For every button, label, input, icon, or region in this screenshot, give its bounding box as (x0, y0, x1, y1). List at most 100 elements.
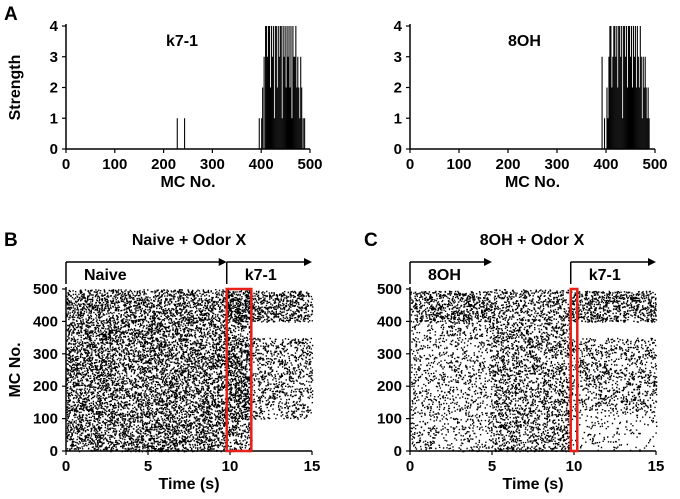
y-tick-label: 4 (394, 18, 403, 35)
bar (299, 118, 301, 149)
bar (608, 56, 610, 149)
bar (272, 26, 274, 149)
chart-raster-naive: 0 5 10 15 0 100 200 300 400 500 Time (s) MC No. Naiv… (7, 232, 320, 493)
bar (293, 56, 295, 149)
bar-annotation: 8OH (508, 33, 541, 50)
bar (636, 26, 638, 149)
y-tick-label: 2 (50, 80, 58, 97)
bar (639, 26, 641, 149)
x-tick-label: 0 (62, 156, 70, 173)
bar (627, 87, 629, 149)
bar (615, 56, 617, 149)
bar (606, 87, 608, 149)
bar (611, 87, 613, 149)
y-tick-label: 0 (394, 141, 402, 158)
x-tick-label: 100 (102, 156, 127, 173)
x-tick-label: 400 (593, 156, 618, 173)
y-tick-label: 0 (50, 443, 58, 460)
y-tick-label: 200 (377, 378, 402, 395)
bar (630, 26, 633, 149)
bar (290, 26, 292, 149)
bar (648, 118, 650, 149)
bar (295, 26, 297, 149)
y-tick-label: 200 (33, 378, 58, 395)
bar (619, 26, 621, 149)
bar (285, 87, 287, 149)
bar (628, 26, 630, 149)
epoch-label: k7-1 (589, 267, 621, 284)
bar (638, 87, 640, 149)
x-axis-label: Time (s) (502, 476, 563, 493)
y-tick-label: 500 (33, 281, 58, 298)
x-axis-label: MC No. (505, 174, 560, 191)
bar (284, 26, 286, 149)
y-tick-label: 100 (377, 411, 402, 428)
bar (261, 118, 263, 149)
bar (262, 87, 264, 149)
bar (643, 87, 645, 149)
bar (278, 56, 280, 149)
bar (624, 26, 626, 149)
highlight-box (225, 287, 253, 453)
bar (176, 118, 178, 149)
y-tick-label: 500 (377, 281, 402, 298)
bar (301, 87, 303, 149)
bar (294, 56, 296, 149)
bar (274, 26, 276, 149)
bar (277, 26, 279, 149)
bar (610, 26, 612, 149)
y-tick-label: 1 (50, 110, 58, 127)
x-tick-label: 300 (200, 156, 225, 173)
bar (268, 26, 271, 149)
bar (297, 56, 299, 149)
bar (622, 118, 624, 149)
epoch-label: 8OH (428, 267, 461, 284)
x-tick-label: 0 (406, 458, 414, 475)
bar (607, 118, 609, 149)
bar (631, 87, 633, 149)
bar (642, 56, 644, 149)
bar (618, 26, 620, 149)
x-axis-label: MC No. (160, 174, 215, 191)
bar (275, 26, 277, 149)
bar (258, 118, 260, 149)
y-tick-label: 100 (33, 411, 58, 428)
bar (646, 118, 648, 149)
bar (302, 118, 304, 149)
epoch-label: Naive (84, 267, 127, 284)
bar (271, 56, 273, 149)
x-tick-label: 0 (406, 156, 414, 173)
panel-letter-c: C (364, 230, 378, 251)
bar (641, 118, 643, 149)
y-tick-label: 3 (50, 49, 58, 66)
bar (289, 87, 291, 149)
epoch-arrow-head (218, 258, 227, 266)
bar (288, 26, 290, 149)
bar (620, 56, 622, 149)
y-tick-label: 4 (50, 18, 59, 35)
bar (279, 26, 281, 149)
y-tick-label: 3 (394, 49, 402, 66)
bar (640, 56, 642, 149)
bar (647, 87, 649, 149)
bar-annotation: k7-1 (166, 33, 198, 50)
y-axis-label: MC No. (7, 342, 24, 397)
y-axis-label: Strength (7, 55, 24, 121)
x-tick-label: 15 (304, 458, 321, 475)
x-tick-label: 500 (642, 156, 667, 173)
chart-title: 8OH + Odor X (480, 232, 585, 249)
highlight-box (569, 287, 579, 453)
chart-title: Naive + Odor X (132, 232, 247, 249)
x-axis-label: Time (s) (158, 476, 219, 493)
bar (644, 56, 646, 149)
panel-letter-a: A (4, 4, 18, 25)
bar (304, 118, 306, 149)
y-tick-label: 0 (394, 443, 402, 460)
bar (623, 26, 625, 149)
bar (280, 26, 282, 149)
bar (291, 118, 293, 149)
x-tick-label: 5 (488, 458, 496, 475)
raster-spikes (66, 289, 314, 453)
bar (616, 26, 618, 149)
bar (612, 56, 614, 149)
